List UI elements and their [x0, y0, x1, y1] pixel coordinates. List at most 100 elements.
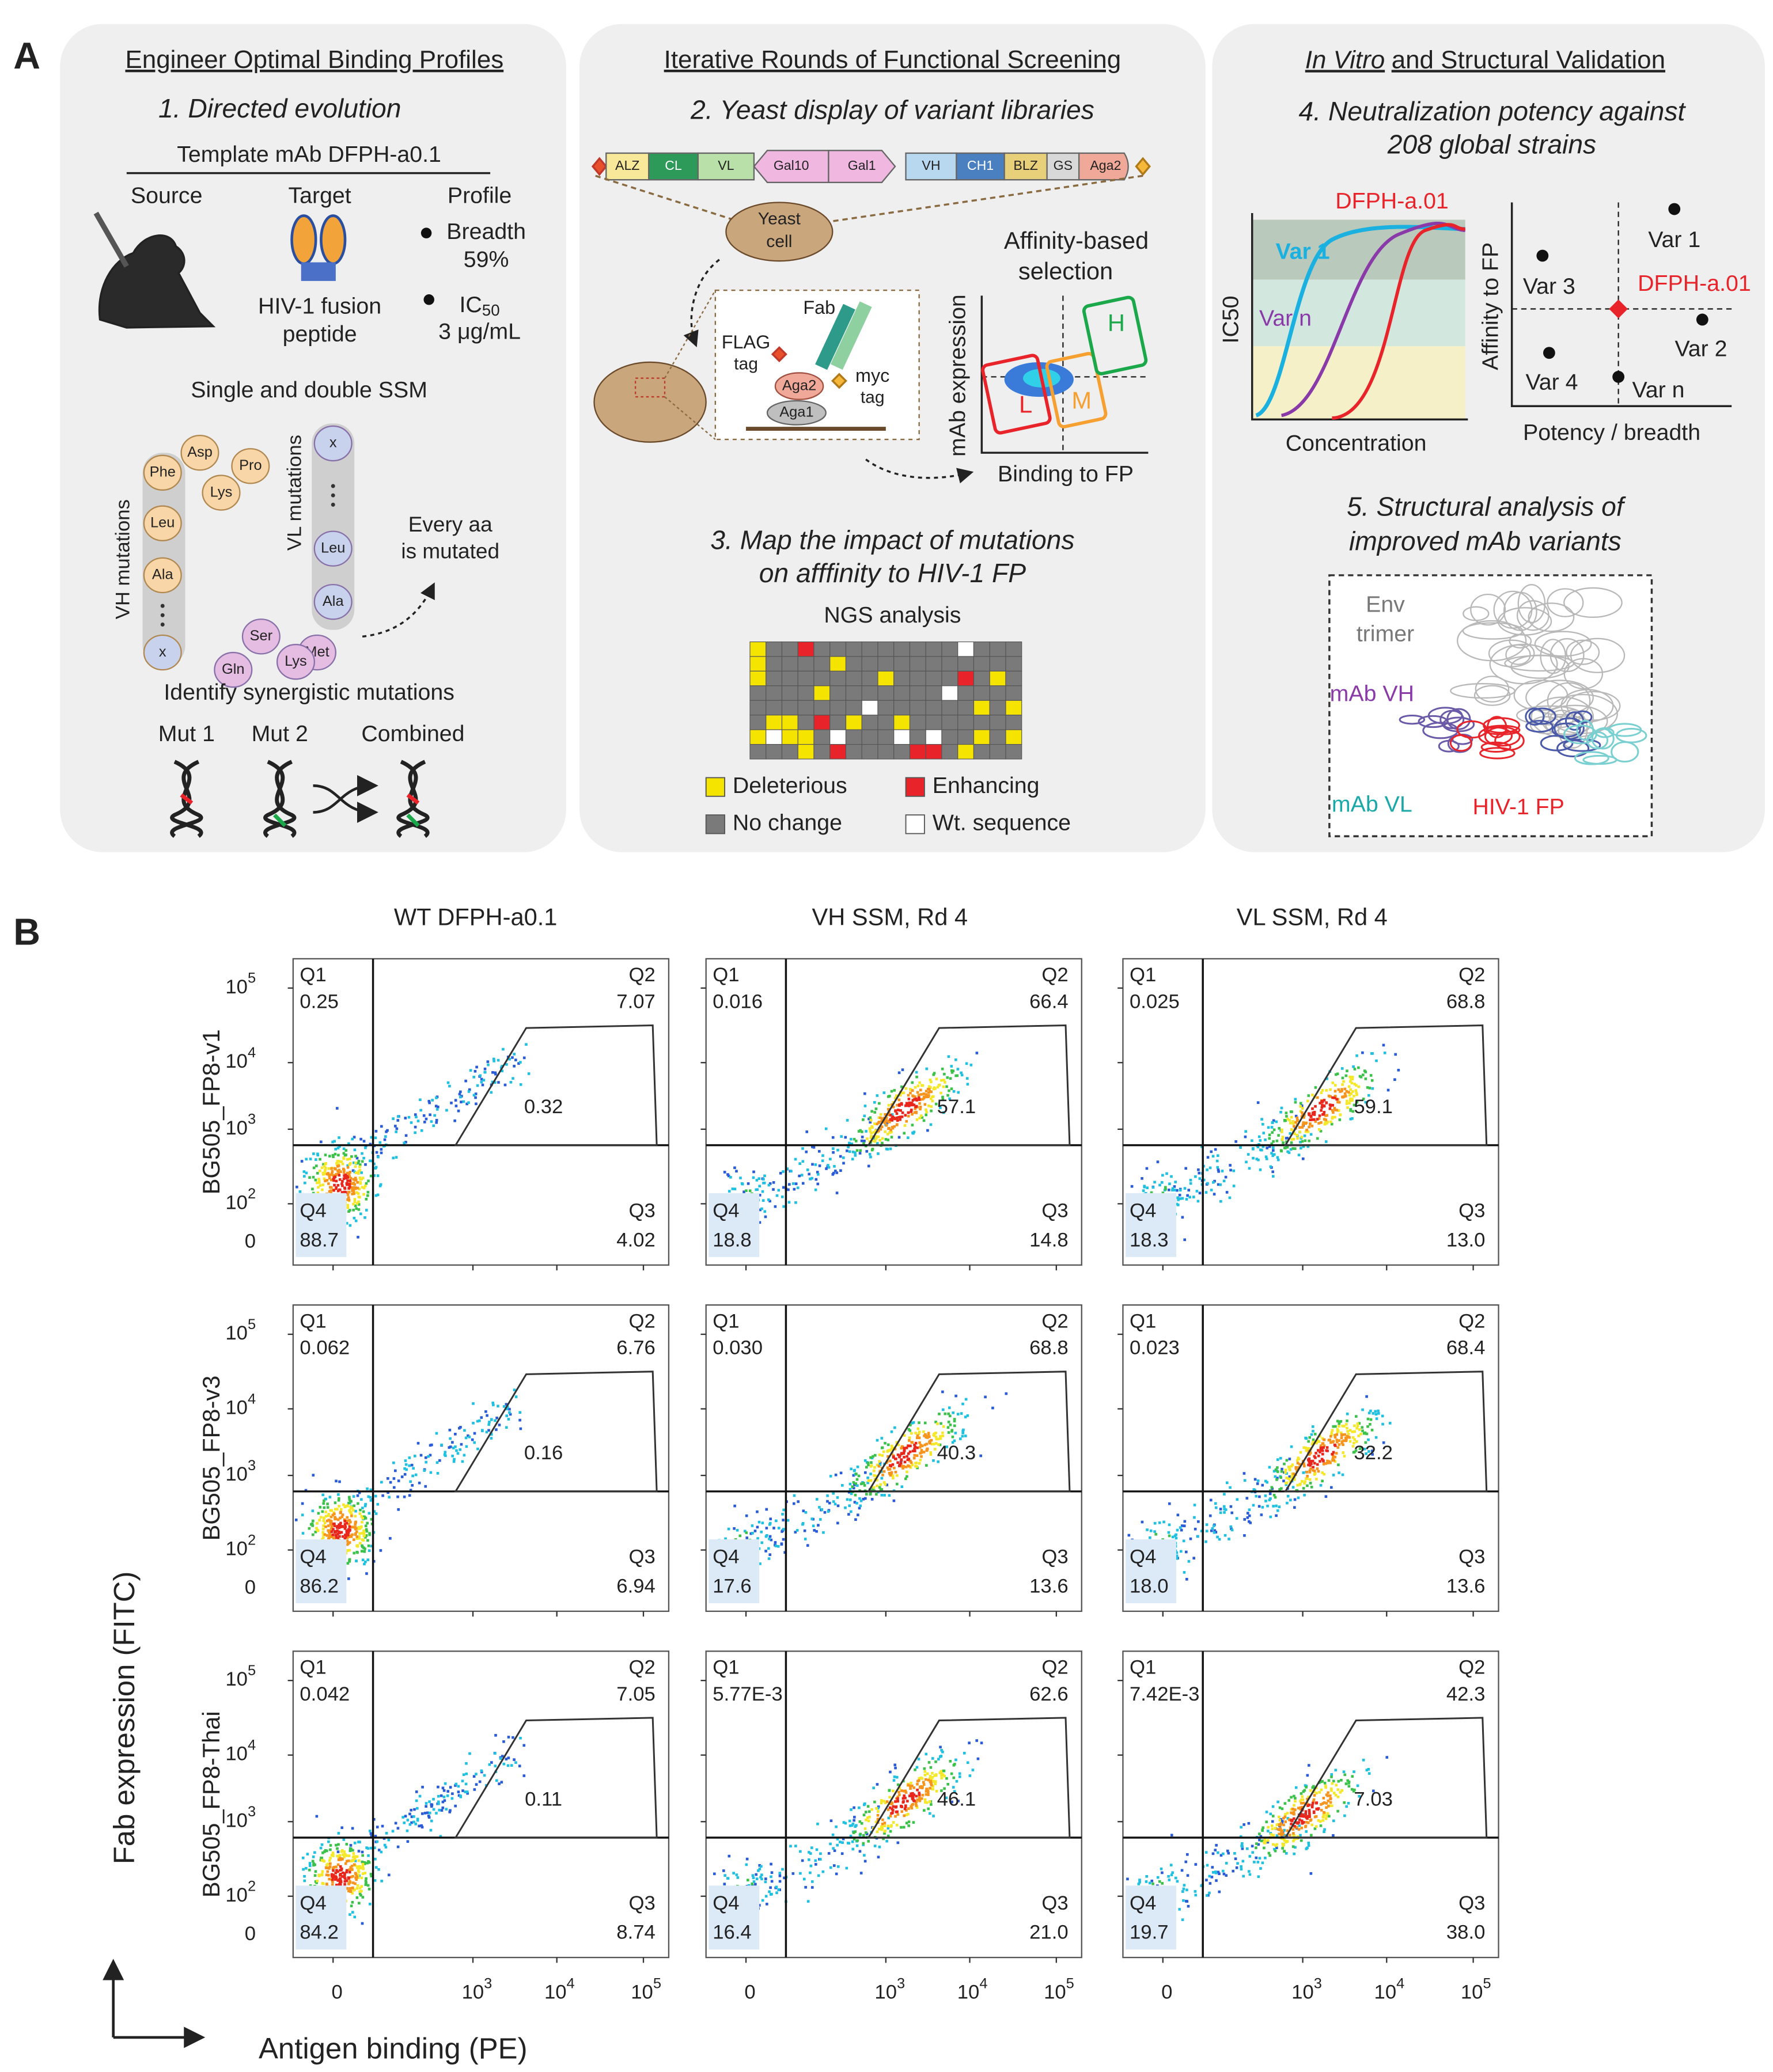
event-dot	[1340, 1441, 1344, 1445]
event-dot	[1340, 1067, 1344, 1070]
event-dot	[358, 1512, 362, 1515]
event-dot	[848, 1504, 851, 1507]
event-dot	[456, 1452, 460, 1455]
event-dot	[332, 1536, 335, 1539]
event-dot	[1305, 1437, 1308, 1440]
event-dot	[511, 1056, 514, 1059]
event-dot	[459, 1095, 462, 1099]
event-dot	[311, 1860, 315, 1863]
event-dot	[774, 1205, 777, 1208]
event-dot	[332, 1869, 335, 1872]
event-dot	[1325, 1446, 1329, 1449]
tick-base: 10	[225, 1192, 248, 1214]
event-dot	[1358, 1422, 1361, 1425]
event-dot	[502, 1740, 505, 1743]
event-dot	[863, 1092, 866, 1095]
label: FLAG	[722, 332, 771, 352]
event-dot	[320, 1140, 323, 1144]
event-dot	[1362, 1432, 1366, 1435]
tick-base: 10	[957, 1982, 980, 2003]
event-dot	[1185, 1198, 1188, 1201]
event-dot	[410, 1821, 413, 1824]
event-dot	[359, 1137, 362, 1141]
event-dot	[328, 1174, 331, 1178]
event-dot	[406, 1829, 409, 1832]
event-dot	[487, 1063, 490, 1067]
event-dot	[1294, 1114, 1298, 1118]
event-dot	[1355, 1415, 1358, 1418]
structure	[1574, 751, 1609, 765]
event-dot	[885, 1121, 889, 1125]
event-dot	[304, 1181, 306, 1185]
event-dot	[804, 1538, 807, 1540]
event-dot	[853, 1483, 856, 1486]
event-dot	[1210, 1529, 1213, 1532]
event-dot	[359, 1181, 362, 1184]
event-dot	[497, 1405, 499, 1407]
point	[1609, 299, 1628, 318]
event-dot	[930, 1097, 933, 1100]
event-dot	[412, 1467, 415, 1470]
event-dot	[794, 1531, 797, 1534]
event-dot	[358, 1491, 361, 1494]
event-dot	[886, 1450, 889, 1453]
tick-exp: 4	[248, 1045, 256, 1061]
event-dot	[1182, 1887, 1185, 1891]
event-dot	[937, 1443, 940, 1446]
event-dot	[348, 1880, 351, 1883]
event-dot	[429, 1471, 433, 1474]
event-dot	[461, 1779, 464, 1783]
event-dot	[910, 1805, 912, 1808]
event-dot	[1336, 1795, 1340, 1798]
event-dot	[348, 1913, 351, 1916]
tick-exp: 4	[979, 1975, 987, 1991]
event-dot	[1367, 1772, 1371, 1775]
event-dot	[434, 1105, 438, 1108]
event-dot	[1309, 1482, 1312, 1485]
event-dot	[331, 1140, 334, 1144]
quadrant-value: 19.7	[1130, 1922, 1168, 1944]
event-dot	[1202, 1178, 1206, 1182]
event-dot	[835, 1171, 839, 1174]
event-dot	[1204, 1191, 1208, 1194]
event-dot	[347, 1196, 350, 1199]
event-dot	[791, 1182, 795, 1185]
quadrant-value: 6.76	[616, 1337, 655, 1359]
event-dot	[328, 1531, 331, 1534]
event-dot	[1185, 1853, 1189, 1856]
event-dot	[968, 1741, 971, 1744]
event-dot	[960, 1412, 963, 1415]
event-dot	[815, 1498, 819, 1501]
event-dot	[1261, 1122, 1264, 1126]
event-dot	[348, 1541, 351, 1544]
event-dot	[1284, 1813, 1287, 1816]
event-dot	[1145, 1880, 1148, 1883]
event-dot	[946, 1094, 949, 1097]
event-dot	[915, 1071, 918, 1074]
event-dot	[1334, 1769, 1338, 1772]
event-dot	[343, 1527, 347, 1530]
event-dot	[754, 1883, 757, 1886]
event-dot	[311, 1509, 315, 1512]
event-dot	[374, 1194, 378, 1197]
event-dot	[1351, 1076, 1354, 1079]
event-dot	[420, 1824, 423, 1827]
event-dot	[1375, 1059, 1378, 1062]
event-dot	[1270, 1152, 1273, 1155]
event-dot	[505, 1403, 508, 1406]
event-dot	[1223, 1493, 1226, 1496]
event-dot	[1328, 1794, 1332, 1797]
event-dot	[493, 1060, 495, 1062]
event-dot	[894, 1815, 897, 1818]
event-dot	[409, 1489, 412, 1492]
event-dot	[777, 1527, 781, 1530]
heatmap-cell	[749, 715, 767, 730]
event-dot	[419, 1454, 423, 1457]
structure	[1462, 622, 1524, 640]
event-dot	[354, 1533, 357, 1536]
event-dot	[351, 1849, 354, 1852]
event-dot	[770, 1871, 774, 1874]
tick-base: 0	[245, 1923, 256, 1945]
event-dot	[1214, 1849, 1217, 1851]
event-dot	[925, 1443, 929, 1445]
